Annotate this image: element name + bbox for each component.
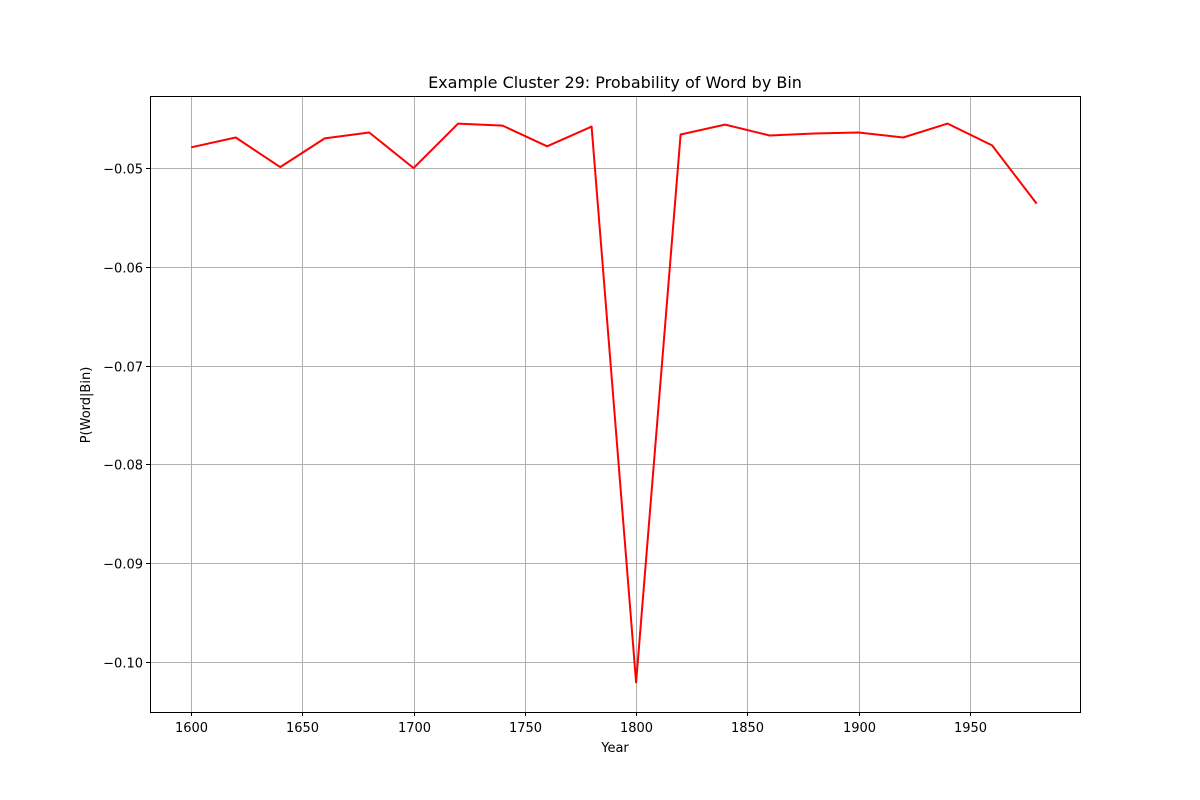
y-tick-label: −0.07 — [103, 361, 143, 376]
y-tick-label: −0.08 — [103, 459, 143, 474]
x-tick-label: 1800 — [620, 721, 653, 736]
x-tick-label: 1600 — [175, 721, 208, 736]
x-tick-label: 1850 — [731, 721, 764, 736]
y-axis-label: P(Word|Bin) — [79, 367, 94, 444]
series-line — [190, 122, 1038, 684]
axis-ticks: 1600 1650 1700 1750 1800 1850 1900 1950 −0.05 −0.… — [103, 163, 987, 737]
y-tick-label: −0.10 — [103, 657, 143, 672]
y-tick-label: −0.05 — [103, 163, 143, 178]
chart-title: Example Cluster 29: Probability of Word … — [428, 73, 802, 92]
y-tick-label: −0.09 — [103, 558, 143, 573]
x-tick-label: 1950 — [954, 721, 987, 736]
x-tick-label: 1700 — [398, 721, 431, 736]
plot-frame — [150, 96, 1081, 713]
x-tick-label: 1900 — [843, 721, 876, 736]
grid-lines — [150, 96, 1080, 712]
y-tick-label: −0.06 — [103, 262, 143, 277]
series-layer — [190, 122, 1038, 684]
x-axis-label: Year — [600, 741, 629, 756]
x-tick-label: 1750 — [509, 721, 542, 736]
x-tick-label: 1650 — [286, 721, 319, 736]
